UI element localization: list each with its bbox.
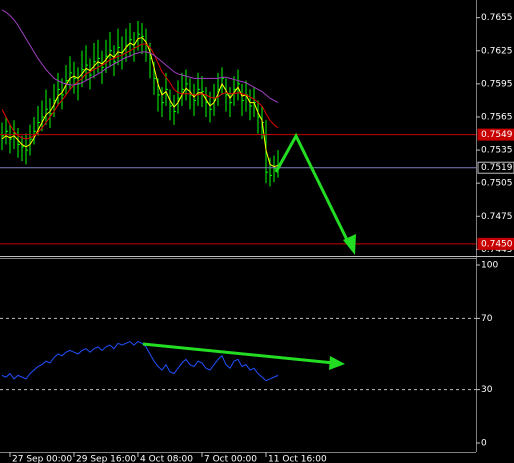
indicator-line — [1, 340, 279, 382]
y-tick-label: 0.7625 — [481, 46, 513, 56]
price-label: 0.7450 — [481, 239, 513, 249]
y-tick-label: 0.7505 — [481, 179, 513, 189]
x-tick-label: 11 Oct 16:00 — [268, 455, 327, 463]
indicator-line — [1, 43, 279, 140]
y-tick-label: 70 — [481, 314, 493, 324]
price-label-box — [477, 128, 514, 141]
y-tick-label: 0.7595 — [481, 79, 513, 89]
arrow-head — [343, 234, 356, 255]
y-tick-label: 0.7565 — [481, 112, 513, 122]
price-label-box — [477, 161, 514, 174]
x-tick-label: 7 Oct 00:00 — [204, 455, 257, 463]
y-tick-label: 0.7655 — [481, 13, 513, 23]
arrow — [274, 132, 352, 247]
indicator-line — [1, 36, 279, 168]
x-tick-label: 4 Oct 08:00 — [140, 455, 193, 463]
indicator-panel: 0 30 70 100 27 Sep 00:00 29 Sep 16:00 4 Oct 08… — [0, 261, 498, 463]
y-tick-label: 0.7535 — [481, 146, 513, 156]
x-tick-label: 27 Sep 00:00 — [12, 455, 72, 463]
y-tick-label: 0.7445 — [481, 245, 513, 255]
x-tick-label: 29 Sep 16:00 — [76, 455, 136, 463]
y-tick-label: 0 — [481, 439, 487, 449]
price-panel: 0.7655 0.7625 0.7595 0.7565 0.7535 0.7505 0.74… — [0, 9, 514, 255]
y-tick-label: 30 — [481, 385, 493, 395]
price-label: 0.7519 — [481, 163, 513, 173]
annotation-arrows — [142, 132, 356, 370]
arrow-head — [329, 356, 345, 370]
y-tick-label: 100 — [481, 261, 498, 271]
price-label: 0.7549 — [481, 130, 513, 140]
price-label-box — [477, 237, 514, 250]
arrow — [142, 342, 335, 365]
indicator-line — [1, 9, 279, 104]
y-tick-label: 0.7475 — [481, 212, 513, 222]
